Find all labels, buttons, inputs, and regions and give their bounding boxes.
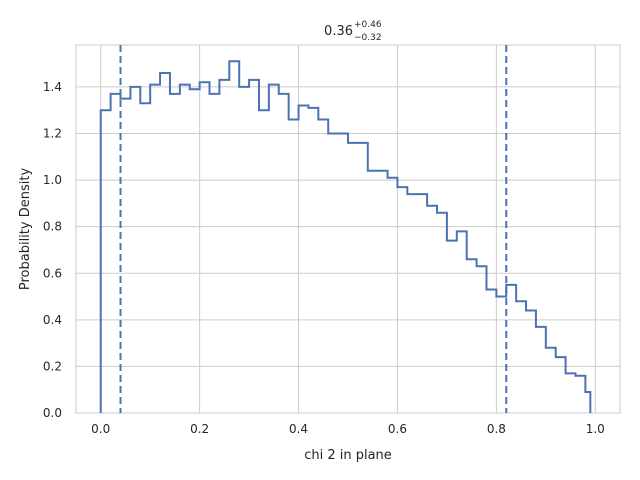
y-tick-label: 1.0 xyxy=(43,173,62,187)
x-tick-label: 0.0 xyxy=(91,422,110,436)
y-tick-label: 0.2 xyxy=(43,359,62,373)
x-tick-label: 0.6 xyxy=(388,422,407,436)
y-tick-label: 0.0 xyxy=(43,406,62,420)
x-tick-label: 0.8 xyxy=(487,422,506,436)
histogram-step-line xyxy=(99,60,592,413)
y-tick-labels: 0.0 0.2 0.4 0.6 0.8 1.0 1.2 1.4 xyxy=(43,80,62,420)
x-tick-label: 0.4 xyxy=(289,422,308,436)
x-tick-label: 0.2 xyxy=(190,422,209,436)
grid-lines xyxy=(76,45,620,414)
x-tick-labels: 0.0 0.2 0.4 0.6 0.8 1.0 xyxy=(91,422,605,436)
quantile-lines xyxy=(119,45,508,413)
y-tick-label: 1.4 xyxy=(43,80,62,94)
chart-title: 0.36 +0.46 −0.32 xyxy=(324,20,382,43)
y-tick-label: 1.2 xyxy=(43,127,62,141)
y-tick-label: 0.6 xyxy=(43,266,62,280)
y-tick-label: 0.4 xyxy=(43,313,62,327)
x-axis-label: chi 2 in plane xyxy=(304,448,392,463)
title-value: 0.36 xyxy=(324,24,353,39)
y-tick-label: 0.8 xyxy=(43,220,62,234)
title-upper-error: +0.46 xyxy=(354,20,382,30)
axes-frame xyxy=(75,44,621,414)
x-tick-label: 1.0 xyxy=(586,422,605,436)
title-lower-error: −0.32 xyxy=(354,33,382,43)
y-axis-label: Probability Density xyxy=(18,168,33,291)
